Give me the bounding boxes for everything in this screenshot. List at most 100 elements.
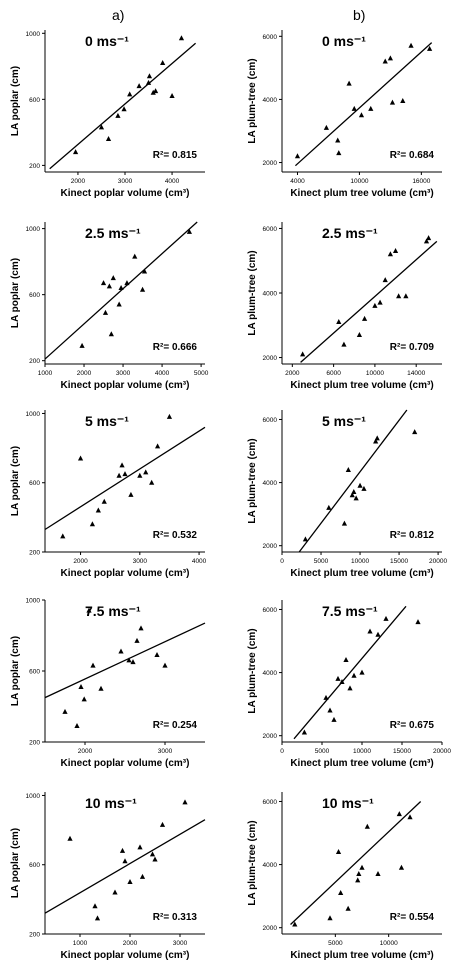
data-point <box>408 42 414 48</box>
data-point <box>338 889 344 895</box>
y-tick-label: 600 <box>29 862 40 869</box>
data-point <box>62 708 68 714</box>
y-tick-label: 2000 <box>263 543 278 550</box>
data-point <box>90 662 96 668</box>
y-axis-title: LA poplar (cm) <box>10 446 21 516</box>
data-point <box>101 498 107 504</box>
x-tick-label: 5000 <box>315 748 330 755</box>
data-point <box>79 342 85 348</box>
data-point <box>141 268 148 274</box>
data-point <box>126 657 132 663</box>
panel-title: 0 ms⁻¹ <box>85 33 129 49</box>
chart-panel-1: 2000 3000 4000 200 600 1000 Kinect poplar volu… <box>10 30 205 199</box>
x-tick-label: 0 <box>280 558 284 565</box>
panel-title: 10 ms⁻¹ <box>322 795 374 811</box>
x-axis-title: Kinect plum tree volume (cm³) <box>290 188 433 199</box>
data-point <box>343 656 349 662</box>
data-point <box>152 856 158 862</box>
chart-panel-10: 5000 10000 2000 4000 6000 Kinect plum tree vo… <box>247 792 442 961</box>
x-tick-label: 6000 <box>326 370 341 377</box>
x-tick-label: 1000 <box>73 940 88 947</box>
x-axis-title: Kinect plum tree volume (cm³) <box>290 380 433 391</box>
x-tick-label: 3000 <box>118 178 133 185</box>
regression-line <box>49 42 197 170</box>
data-point <box>396 811 402 817</box>
data-point <box>182 799 188 805</box>
data-point <box>423 238 430 244</box>
x-tick-label: 14000 <box>407 370 425 377</box>
x-axis-title: Kinect poplar volume (cm³) <box>61 188 190 199</box>
data-point <box>162 662 168 668</box>
data-point <box>400 98 406 103</box>
y-axis-title: LA plum-tree (cm) <box>247 438 258 523</box>
y-tick-label: 1000 <box>26 31 41 38</box>
data-point <box>150 89 156 95</box>
panel-title: 7.5 ms⁻¹ <box>322 603 378 619</box>
x-tick-label: 2000 <box>71 178 86 185</box>
x-tick-label: 2000 <box>73 558 88 565</box>
chart-panel-8: 0 5000 10000 15000 20000 2000 4000 6000 Kinect p… <box>247 600 451 769</box>
data-point <box>351 105 357 111</box>
regression-line <box>44 819 206 914</box>
data-point <box>341 341 347 347</box>
data-point <box>116 301 122 307</box>
data-point <box>169 93 175 99</box>
x-tick-label: 4000 <box>290 178 305 185</box>
data-point <box>105 135 112 141</box>
x-tick-label: 10000 <box>380 940 398 947</box>
data-point <box>118 285 124 291</box>
data-point <box>127 879 133 885</box>
data-point <box>145 79 152 85</box>
data-point <box>415 619 421 625</box>
data-point <box>154 652 160 658</box>
data-point <box>67 835 73 841</box>
x-tick-label: 20000 <box>433 748 451 755</box>
data-point <box>121 106 127 112</box>
x-tick-label: 15000 <box>393 748 411 755</box>
x-tick-label: 5000 <box>194 370 209 377</box>
data-point <box>387 251 393 257</box>
data-point <box>74 723 80 729</box>
x-tick-label: 20000 <box>429 558 447 565</box>
regression-line <box>44 426 206 531</box>
y-axis-title: LA poplar (cm) <box>10 258 21 328</box>
r-squared-label: R²= 0.812 <box>390 530 435 541</box>
panel-title: 5 ms⁻¹ <box>322 413 366 429</box>
x-tick-label: 2000 <box>285 370 300 377</box>
x-axis-title: Kinect poplar volume (cm³) <box>61 568 190 579</box>
x-tick-label: 2000 <box>123 940 138 947</box>
data-point <box>323 694 329 700</box>
r-squared-label: R²= 0.684 <box>390 150 435 161</box>
y-axis-title: LA poplar (cm) <box>10 636 21 706</box>
data-point <box>118 648 124 654</box>
data-point <box>300 351 306 357</box>
x-axis-title: Kinect plum tree volume (cm³) <box>290 758 433 769</box>
x-tick-label: 10000 <box>351 558 369 565</box>
data-point <box>341 520 348 526</box>
data-point <box>178 35 185 41</box>
data-point <box>398 864 405 870</box>
data-point <box>427 45 433 51</box>
data-point <box>154 443 161 449</box>
data-point <box>134 637 140 643</box>
x-tick-label: 3000 <box>173 940 188 947</box>
data-point <box>115 112 121 118</box>
r-squared-label: R²= 0.675 <box>390 720 435 731</box>
data-point <box>301 729 307 735</box>
x-tick-label: 3000 <box>116 370 131 377</box>
y-tick-label: 1000 <box>26 226 41 233</box>
y-tick-label: 200 <box>29 932 40 939</box>
chart-panel-6: 0 5000 10000 15000 20000 2000 4000 6000 Kinect p… <box>247 409 448 579</box>
data-point <box>86 607 92 613</box>
data-point <box>166 413 173 419</box>
data-point <box>139 286 146 292</box>
y-axis-title: LA plum-tree (cm) <box>247 250 258 335</box>
regression-line <box>44 221 198 360</box>
data-point <box>106 283 112 289</box>
x-tick-label: 4000 <box>192 558 207 565</box>
data-point <box>327 707 333 713</box>
y-tick-label: 2000 <box>263 355 278 362</box>
data-point <box>382 58 388 64</box>
data-point <box>98 685 104 691</box>
